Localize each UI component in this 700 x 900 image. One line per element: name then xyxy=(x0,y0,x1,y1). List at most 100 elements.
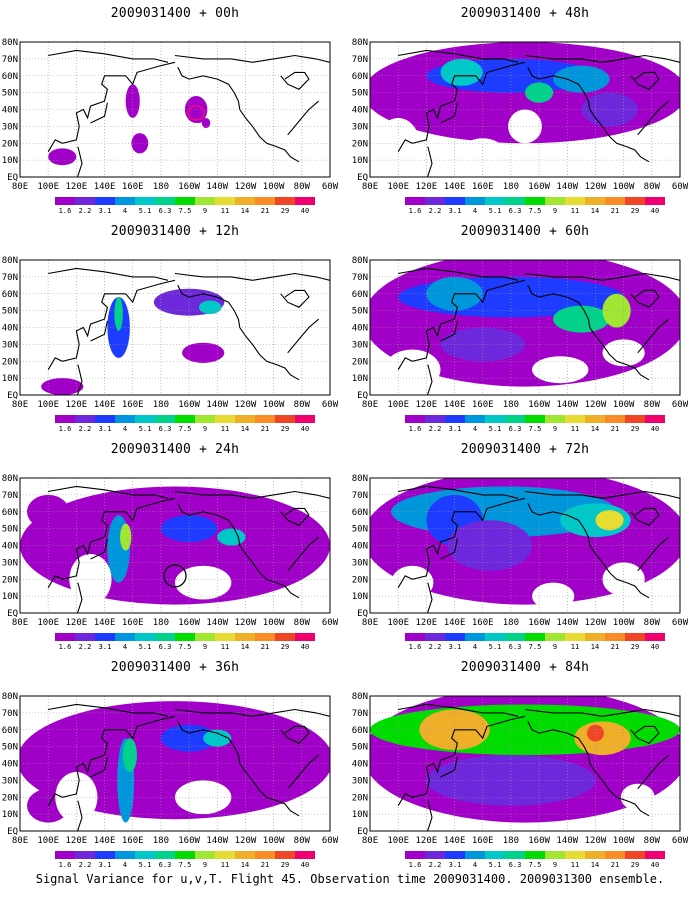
x-tick-label: 140W xyxy=(206,836,228,846)
colorbar-swatch xyxy=(195,851,215,859)
variance-region xyxy=(120,523,132,551)
x-tick-label: 80W xyxy=(644,836,661,846)
y-tick-label: 30N xyxy=(2,558,18,568)
colorbar-label: 3.1 xyxy=(449,425,462,433)
map-plot: EQ 10N 20N 30N 40N 50N 60N 70N 80N 80E 100E 120E 140… xyxy=(352,38,689,215)
colorbar-label: 11 xyxy=(571,861,579,869)
x-tick-label: 160E xyxy=(472,400,494,410)
map-plot: EQ 10N 20N 30N 40N 50N 60N 70N 80N 80E 100E 120E 140… xyxy=(352,256,689,433)
colorbar-label: 29 xyxy=(281,207,289,215)
colorbar-swatch xyxy=(95,197,115,205)
y-tick-label: 10N xyxy=(2,810,18,820)
colorbar-swatch xyxy=(215,415,235,423)
colorbar-swatch xyxy=(135,633,155,641)
map-panel-36h: 2009031400 + 36h EQ 10N 20N 30N 40N 50N 60N 70N… xyxy=(0,654,350,872)
x-tick-label: 120E xyxy=(416,618,438,628)
y-tick-label: 80N xyxy=(2,692,18,702)
x-tick-label: 80E xyxy=(362,400,378,410)
y-tick-label: 10N xyxy=(352,156,368,166)
colorbar-label: 1.6 xyxy=(409,207,422,215)
colorbar-label: 1.6 xyxy=(409,861,422,869)
coastline xyxy=(426,582,433,613)
colorbar-label: 7.5 xyxy=(179,643,192,651)
x-tick-label: 80W xyxy=(644,400,661,410)
y-tick-label: 60N xyxy=(2,72,18,82)
colorbar-label: 29 xyxy=(281,861,289,869)
y-tick-label: 40N xyxy=(2,324,18,334)
x-tick-label: 140E xyxy=(94,182,116,192)
colorbar-label: 40 xyxy=(651,861,659,869)
coastline xyxy=(90,102,108,124)
variance-region xyxy=(525,82,554,103)
x-tick-label: 160E xyxy=(122,836,144,846)
colorbar-swatch xyxy=(75,633,95,641)
colorbar-swatch xyxy=(425,851,445,859)
x-tick-label: 80E xyxy=(12,182,28,192)
coastline xyxy=(76,364,83,395)
variance-region xyxy=(160,515,218,543)
variance-field xyxy=(370,42,680,177)
y-tick-label: 30N xyxy=(2,340,18,350)
x-tick-label: 160W xyxy=(528,836,550,846)
colorbar-label: 4 xyxy=(123,643,127,651)
colorbar-swatch xyxy=(465,197,485,205)
map-panel-84h: 2009031400 + 84h EQ 10N 20N 30N 40N 50N 60N 70N… xyxy=(350,654,700,872)
x-tick-label: 140E xyxy=(94,618,116,628)
colorbar-label: 5.1 xyxy=(489,207,502,215)
colorbar-swatch xyxy=(175,197,195,205)
colorbar-label: 40 xyxy=(651,643,659,651)
colorbar-label: 14 xyxy=(241,861,249,869)
plot-background xyxy=(20,260,330,395)
no-signal-region xyxy=(69,553,112,605)
colorbar-swatch xyxy=(585,197,605,205)
y-tick-label: 30N xyxy=(2,122,18,132)
no-signal-region xyxy=(508,109,542,144)
x-tick-label: 160E xyxy=(472,182,494,192)
coastline xyxy=(527,721,650,817)
coastline xyxy=(287,536,320,572)
x-tick-label: 140W xyxy=(556,618,578,628)
coastline xyxy=(440,320,458,342)
coastlines xyxy=(47,703,330,831)
x-tick-label: 140W xyxy=(556,836,578,846)
x-tick-label: 140W xyxy=(206,400,228,410)
coastline xyxy=(637,100,670,136)
colorbar-swatch xyxy=(525,415,545,423)
colorbar-label: 1.6 xyxy=(59,425,72,433)
colorbar-swatch xyxy=(445,851,465,859)
y-tick-label: 60N xyxy=(352,72,368,82)
map-plot: EQ 10N 20N 30N 40N 50N 60N 70N 80N 80E 100E 120E 140… xyxy=(352,692,689,869)
colorbar-swatch xyxy=(405,851,425,859)
coastline xyxy=(174,272,330,281)
x-tick-label: 80E xyxy=(362,182,378,192)
colorbar-swatch xyxy=(135,851,155,859)
coastline xyxy=(177,503,300,599)
colorbar-swatch xyxy=(75,851,95,859)
colorbar-label: 1.6 xyxy=(59,861,72,869)
colorbar-swatch xyxy=(115,197,135,205)
coastline xyxy=(527,503,650,599)
colorbar-label: 21 xyxy=(611,861,619,869)
colorbar-swatch xyxy=(645,197,665,205)
colorbar-swatch xyxy=(155,633,175,641)
coastline xyxy=(48,485,169,499)
x-tick-label: 120W xyxy=(235,182,257,192)
map-panel-60h: 2009031400 + 60h EQ 10N 20N 30N 40N 50N 60N 70N… xyxy=(350,218,700,436)
coastlines xyxy=(397,485,680,613)
colorbar-swatch xyxy=(155,415,175,423)
plot-border xyxy=(369,477,681,614)
y-tick-label: 10N xyxy=(352,592,368,602)
colorbar-label: 11 xyxy=(571,425,579,433)
coastline xyxy=(524,708,680,717)
map-plot: EQ 10N 20N 30N 40N 50N 60N 70N 80N 80E 100E 120E 140… xyxy=(352,474,689,651)
colorbar-label: 5.1 xyxy=(489,425,502,433)
colorbar-label: 9 xyxy=(553,643,557,651)
colorbar-label: 11 xyxy=(571,207,579,215)
x-tick-label: 180 xyxy=(153,836,169,846)
coastline xyxy=(287,318,320,354)
colorbar-label: 4 xyxy=(473,643,477,651)
y-tick-label: 30N xyxy=(352,340,368,350)
colorbar-swatch xyxy=(605,851,625,859)
panel-title: 2009031400 + 24h xyxy=(110,442,240,457)
colorbar-swatch xyxy=(275,851,295,859)
